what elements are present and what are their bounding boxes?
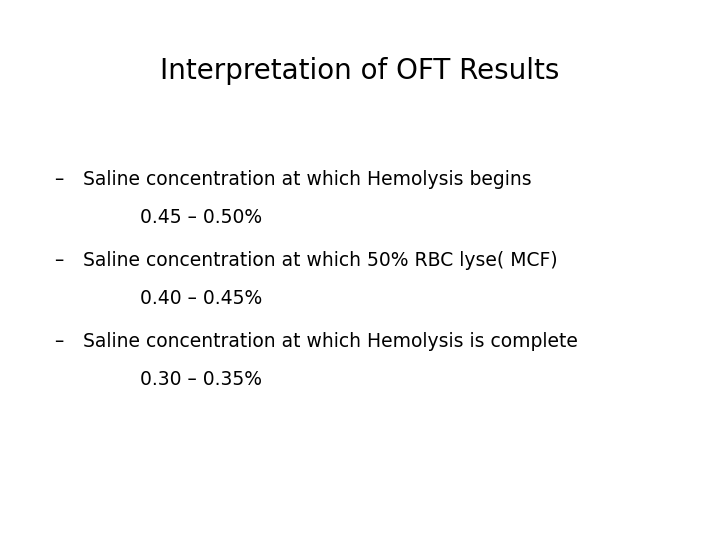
Text: Saline concentration at which Hemolysis begins: Saline concentration at which Hemolysis …	[83, 170, 531, 189]
Text: 0.40 – 0.45%: 0.40 – 0.45%	[140, 289, 263, 308]
Text: –: –	[54, 332, 63, 351]
Text: Interpretation of OFT Results: Interpretation of OFT Results	[161, 57, 559, 85]
Text: Saline concentration at which 50% RBC lyse( MCF): Saline concentration at which 50% RBC ly…	[83, 251, 557, 270]
Text: 0.45 – 0.50%: 0.45 – 0.50%	[140, 208, 263, 227]
Text: Saline concentration at which Hemolysis is complete: Saline concentration at which Hemolysis …	[83, 332, 577, 351]
Text: 0.30 – 0.35%: 0.30 – 0.35%	[140, 370, 262, 389]
Text: –: –	[54, 251, 63, 270]
Text: –: –	[54, 170, 63, 189]
